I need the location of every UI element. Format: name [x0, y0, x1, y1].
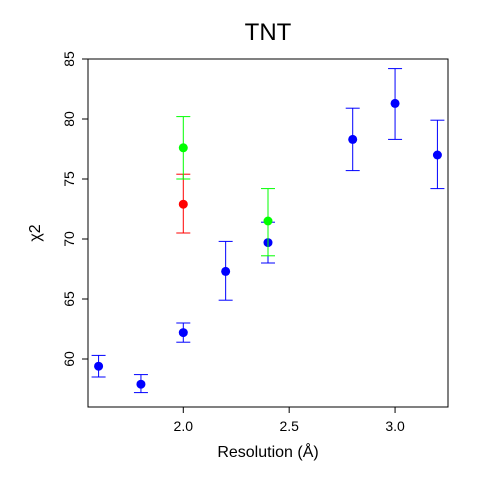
data-point	[94, 361, 104, 371]
x-tick-label: 3.0	[385, 418, 405, 434]
data-point	[348, 134, 358, 144]
data-point	[136, 379, 146, 389]
x-tick-label: 2.5	[279, 418, 299, 434]
data-point	[178, 328, 188, 338]
data-point	[432, 150, 442, 160]
data-point	[178, 199, 188, 209]
y-axis-label: χ2	[27, 224, 44, 241]
y-tick-label: 85	[61, 51, 77, 67]
y-tick-label: 75	[61, 171, 77, 187]
data-point	[221, 266, 231, 276]
data-point	[178, 143, 188, 153]
y-tick-label: 60	[61, 351, 77, 367]
x-axis-label: Resolution (Å)	[217, 442, 318, 461]
data-point	[390, 98, 400, 108]
y-axis: 60 65 70 75 80 85	[61, 51, 88, 367]
y-tick-label: 70	[61, 231, 77, 247]
y-tick-label: 65	[61, 291, 77, 307]
data-marks	[91, 68, 445, 394]
x-axis: 2.0 2.5 3.0	[174, 407, 405, 434]
x-tick-label: 2.0	[174, 418, 194, 434]
y-tick-label: 80	[61, 111, 77, 127]
chart-title: TNT	[245, 19, 292, 46]
plot-frame	[87, 58, 449, 408]
data-point	[263, 216, 273, 226]
